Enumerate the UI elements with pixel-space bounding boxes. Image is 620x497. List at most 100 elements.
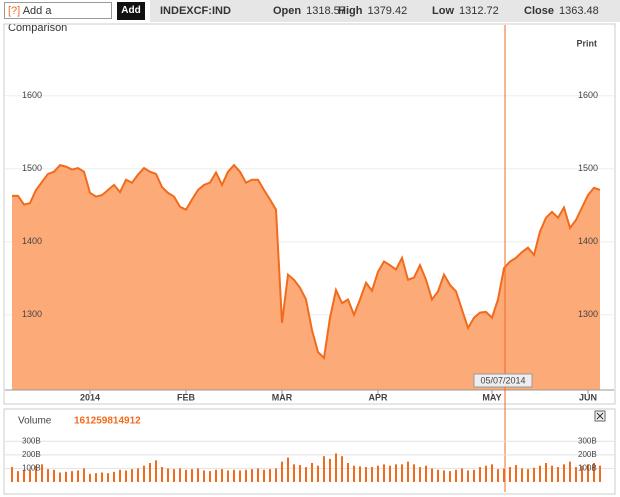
- volume-bar: [83, 468, 85, 482]
- volume-bar: [131, 469, 133, 482]
- y-tick-label: 1400: [22, 236, 42, 246]
- volume-bar: [119, 469, 121, 482]
- volume-bar: [149, 463, 151, 482]
- ticker: INDEXCF:IND: [160, 5, 231, 17]
- chart: Print Volume 161259814912 1300 1300 1400 14…: [3, 23, 616, 495]
- volume-bar: [107, 473, 109, 482]
- quote-stat: Close 1363.48: [524, 0, 599, 22]
- y-tick-label: 1500: [22, 163, 42, 173]
- volume-bar: [323, 456, 325, 482]
- volume-bar: [257, 468, 259, 482]
- volume-bar: [71, 471, 73, 482]
- volume-bar: [215, 469, 217, 482]
- stat-label: Low: [432, 5, 454, 17]
- comparison-placeholder: Add a Comparison: [8, 5, 68, 34]
- volume-bar: [281, 461, 283, 482]
- print-button[interactable]: Print: [576, 38, 597, 48]
- quote-stat: Open 1318.57: [273, 0, 346, 22]
- volume-bar: [389, 465, 391, 482]
- volume-bar: [221, 469, 223, 482]
- volume-bar: [179, 468, 181, 482]
- volume-bar: [143, 465, 145, 482]
- volume-bar: [125, 470, 127, 482]
- x-tick-label: MAY: [482, 392, 501, 402]
- volume-bar: [35, 465, 37, 482]
- x-tick-label: 2014: [80, 392, 100, 402]
- volume-bar: [527, 469, 529, 482]
- volume-bar: [101, 472, 103, 482]
- volume-bar: [419, 467, 421, 482]
- volume-bar: [329, 458, 331, 482]
- volume-bar: [569, 461, 571, 482]
- y-tick-label-right: 1500: [578, 163, 598, 173]
- volume-bar: [23, 470, 25, 482]
- volume-bar: [539, 465, 541, 482]
- y-tick-label-right: 1600: [578, 90, 598, 100]
- stat-value: 1379.42: [367, 5, 408, 17]
- x-tick-label: MAR: [272, 392, 293, 402]
- volume-bar: [407, 461, 409, 482]
- volume-bar: [377, 465, 379, 482]
- volume-bar: [371, 467, 373, 482]
- volume-bar: [185, 469, 187, 482]
- volume-bar: [359, 466, 361, 482]
- stat-label: High: [338, 5, 363, 17]
- volume-bar: [335, 453, 337, 482]
- volume-bar: [239, 470, 241, 482]
- volume-bar: [533, 467, 535, 482]
- volume-bar: [467, 470, 469, 482]
- y-tick-label-right: 1400: [578, 236, 598, 246]
- volume-bar: [353, 465, 355, 482]
- volume-bar: [77, 470, 79, 482]
- volume-bar: [95, 473, 97, 482]
- volume-bar: [521, 468, 523, 482]
- volume-bar: [365, 467, 367, 482]
- volume-bar: [497, 469, 499, 482]
- volume-bar: [563, 464, 565, 482]
- volume-bar: [413, 464, 415, 482]
- volume-bar: [545, 463, 547, 482]
- volume-bar: [461, 468, 463, 482]
- y-tick-label: 300B: [22, 436, 41, 445]
- volume-bar: [593, 463, 595, 482]
- x-tick-label: APR: [368, 392, 388, 402]
- volume-bar: [29, 469, 31, 482]
- add-button[interactable]: Add: [117, 2, 145, 20]
- volume-bar: [509, 467, 511, 482]
- volume-title: Volume: [18, 416, 52, 427]
- volume-bar: [251, 469, 253, 482]
- stat-value: 1318.57: [306, 5, 346, 17]
- volume-bar: [515, 465, 517, 482]
- volume-bar: [167, 468, 169, 482]
- help-link[interactable]: [?]: [8, 5, 21, 17]
- volume-bar: [53, 469, 55, 482]
- volume-bar: [599, 465, 601, 482]
- volume-bar: [575, 467, 577, 482]
- volume-bar: [479, 467, 481, 482]
- volume-bar: [191, 469, 193, 482]
- volume-bar: [473, 469, 475, 482]
- volume-bar: [305, 467, 307, 482]
- volume-bar: [347, 463, 349, 482]
- volume-bar: [425, 465, 427, 482]
- main-frame: [3, 23, 616, 405]
- volume-bar: [431, 468, 433, 482]
- y-tick-label-right: 200B: [578, 450, 597, 459]
- stat-value: 1312.72: [459, 5, 499, 17]
- volume-bar: [227, 470, 229, 482]
- volume-bar: [551, 465, 553, 482]
- stat-label: Close: [524, 5, 554, 17]
- volume-bar: [485, 465, 487, 482]
- quote-stat: Low 1312.72: [432, 0, 499, 22]
- volume-bar: [209, 471, 211, 482]
- volume-bar: [41, 464, 43, 482]
- volume-bar: [263, 469, 265, 482]
- volume-bar: [491, 464, 493, 482]
- y-tick-label: 1600: [22, 90, 42, 100]
- stat-value: 1363.48: [558, 5, 599, 17]
- y-tick-label: 100B: [22, 464, 41, 473]
- volume-bar: [557, 467, 559, 482]
- comparison-input[interactable]: [?] Add a Comparison: [4, 2, 112, 34]
- volume-frame: [3, 408, 616, 495]
